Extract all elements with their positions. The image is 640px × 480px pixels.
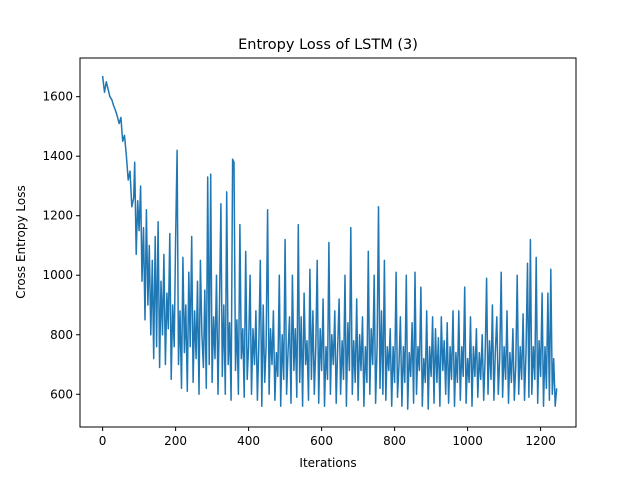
y-tick-label: 800: [50, 328, 73, 342]
x-tick-label: 400: [237, 434, 260, 448]
series-line-0: [101, 75, 558, 410]
x-tick-label: 1200: [525, 434, 556, 448]
y-tick-label: 600: [50, 387, 73, 401]
y-tick-label: 1000: [42, 268, 73, 282]
chart-title: Entropy Loss of LSTM (3): [238, 37, 418, 53]
x-tick-label: 200: [164, 434, 187, 448]
x-tick-label: 0: [99, 434, 107, 448]
x-axis-label: Iterations: [299, 456, 356, 470]
x-tick-label: 600: [310, 434, 333, 448]
y-tick-label: 1400: [42, 149, 73, 163]
x-tick-label: 1000: [452, 434, 483, 448]
y-axis: 600 800 1000 1200 1400 1600: [42, 90, 80, 401]
y-axis-label: Cross Entropy Loss: [14, 185, 28, 298]
y-tick-label: 1200: [42, 209, 73, 223]
x-axis: 0 200 400 600 800 1000 1200: [99, 427, 556, 448]
x-tick-label: 800: [383, 434, 406, 448]
plot-area: [101, 75, 558, 410]
axes-frame: [79, 57, 577, 428]
y-tick-label: 1600: [42, 90, 73, 104]
